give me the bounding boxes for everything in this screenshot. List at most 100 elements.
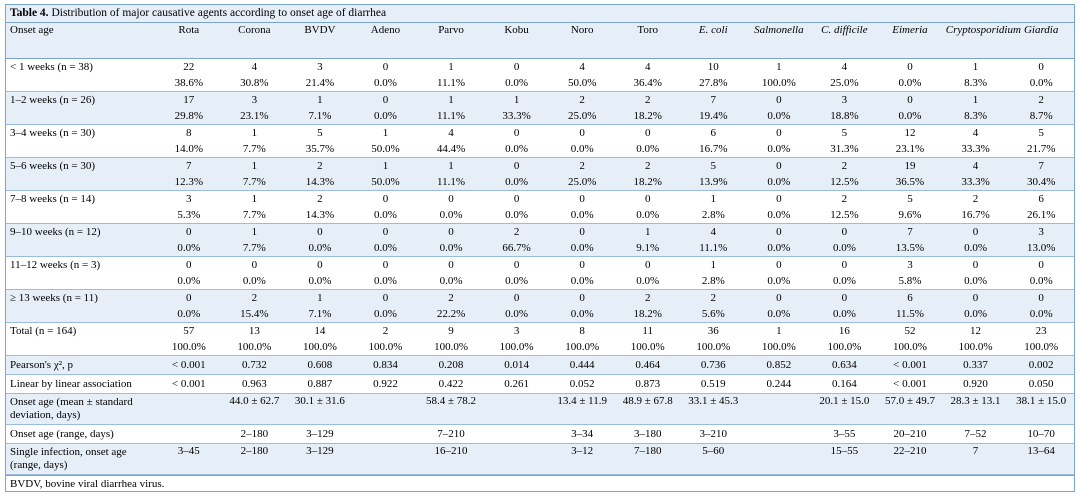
stat-cell [746, 393, 812, 425]
header-onset-age: Onset age [10, 24, 54, 36]
count-cell: 0 [877, 58, 943, 75]
header-agent: Parvo [438, 24, 464, 36]
stat-cell: 3–34 [549, 424, 615, 444]
percent-cell: 7.7% [221, 141, 288, 158]
percent-cell: 0.0% [942, 306, 1009, 323]
stat-cell [483, 443, 550, 475]
count-cell: 16 [811, 322, 878, 339]
count-cell: 0 [746, 157, 812, 174]
percent-cell: 0.0% [352, 75, 419, 92]
stat-cell: 0.922 [352, 374, 419, 394]
percent-cell: 0.0% [287, 240, 353, 257]
stat-cell: 2–180 [221, 424, 288, 444]
percent-cell: 100.0% [942, 339, 1009, 356]
table-row: 9–10 weeks (n = 12) 0 1 0 0 0 2 0 1 4 0 0 7 0 3 [6, 223, 1074, 257]
table-body: < 1 weeks (n = 38) 22 4 3 0 1 0 4 4 10 1 4 0 1 0 38.6% 3… [6, 58, 1074, 475]
percent-cell: 0.0% [811, 306, 878, 323]
count-cell: 3 [483, 322, 550, 339]
count-cell: 10 [680, 58, 747, 75]
count-cell: 9 [418, 322, 484, 339]
count-cell: 4 [614, 58, 681, 75]
stat-cell: 0.164 [811, 374, 878, 394]
count-cell: 1 [352, 124, 419, 141]
header-row: Onset age Rota Corona BVDV Adeno Parvo Kobu No… [6, 23, 1074, 59]
count-cell: 5 [877, 190, 943, 207]
count-cell: 0 [156, 256, 222, 273]
percent-cell: 0.0% [483, 75, 550, 92]
percent-cell: 23.1% [877, 141, 943, 158]
stat-cell [746, 443, 812, 475]
count-cell: 0 [287, 223, 353, 240]
stat-cell: 0.444 [549, 355, 615, 375]
count-cell: 0 [352, 58, 419, 75]
stat-cell: 28.3 ± 13.1 [942, 393, 1009, 425]
stat-cell: 0.873 [614, 374, 681, 394]
percent-cell: 33.3% [942, 174, 1009, 191]
percent-cell: 100.0% [877, 339, 943, 356]
stat-cell: 0.963 [221, 374, 288, 394]
count-cell: 3 [156, 190, 222, 207]
percent-cell: 0.0% [549, 141, 615, 158]
count-cell: 0 [418, 256, 484, 273]
count-cell: 0 [746, 256, 812, 273]
stat-cell [352, 443, 419, 475]
count-cell: 0 [352, 190, 419, 207]
count-cell: 2 [549, 157, 615, 174]
percent-cell: 14.0% [156, 141, 222, 158]
percent-cell: 100.0% [156, 339, 222, 356]
count-cell: 22 [156, 58, 222, 75]
percent-cell: 13.9% [680, 174, 747, 191]
percent-cell: 30.4% [1008, 174, 1074, 191]
percent-cell: 22.2% [418, 306, 484, 323]
percent-cell: 0.0% [746, 174, 812, 191]
stat-cell: 0.887 [287, 374, 353, 394]
count-cell: 2 [614, 157, 681, 174]
count-cell: 6 [877, 289, 943, 306]
stat-cell: 38.1 ± 15.0 [1008, 393, 1074, 425]
percent-cell: 35.7% [287, 141, 353, 158]
row-label: 1–2 weeks (n = 26) [6, 91, 156, 125]
count-cell: 11 [614, 322, 681, 339]
stat-cell: 0.050 [1008, 374, 1074, 394]
header-agent: E. coli [698, 24, 728, 36]
count-cell: 19 [877, 157, 943, 174]
count-cell: 0 [1008, 289, 1074, 306]
percent-cell: 36.5% [877, 174, 943, 191]
stat-cell: 13–64 [1008, 443, 1074, 475]
row-label: ≥ 13 weeks (n = 11) [6, 289, 156, 323]
stat-cell: 2–180 [221, 443, 288, 475]
stat-cell: 3–129 [287, 424, 353, 444]
stat-cell: 16–210 [418, 443, 484, 475]
count-cell: 0 [352, 256, 419, 273]
stat-cell: 0.208 [418, 355, 484, 375]
percent-cell: 0.0% [811, 240, 878, 257]
stat-row: Onset age (range, days) 2–180 3–129 7–210 3–… [6, 424, 1074, 444]
count-cell: 4 [942, 124, 1009, 141]
percent-cell: 100.0% [746, 75, 812, 92]
stat-cell: 15–55 [811, 443, 878, 475]
percent-cell: 9.1% [614, 240, 681, 257]
percent-cell: 25.0% [549, 108, 615, 125]
percent-cell: 5.3% [156, 207, 222, 224]
count-cell: 1 [418, 91, 484, 108]
count-cell: 8 [549, 322, 615, 339]
count-cell: 12 [877, 124, 943, 141]
stat-cell: < 0.001 [156, 355, 222, 375]
stat-cell: 48.9 ± 67.8 [614, 393, 681, 425]
count-cell: 2 [811, 190, 878, 207]
count-cell: 1 [221, 124, 288, 141]
stat-cell: < 0.001 [877, 374, 943, 394]
count-cell: 1 [287, 289, 353, 306]
header-agent: Cryptosporidium [945, 24, 1021, 36]
header-agent: Eimeria [892, 24, 928, 36]
stat-label: Onset age (range, days) [6, 424, 156, 444]
stat-cell: 7–52 [942, 424, 1009, 444]
count-cell: 1 [352, 157, 419, 174]
count-cell: 1 [483, 91, 550, 108]
count-cell: 2 [942, 190, 1009, 207]
percent-cell: 0.0% [614, 207, 681, 224]
percent-cell: 16.7% [942, 207, 1009, 224]
table-row: 38.6% 30.8% 21.4% 0.0% 11.1% 0.0% 50.0% 36.4% 27… [6, 75, 1074, 92]
stat-cell: 0.052 [549, 374, 615, 394]
count-cell: 0 [483, 157, 550, 174]
